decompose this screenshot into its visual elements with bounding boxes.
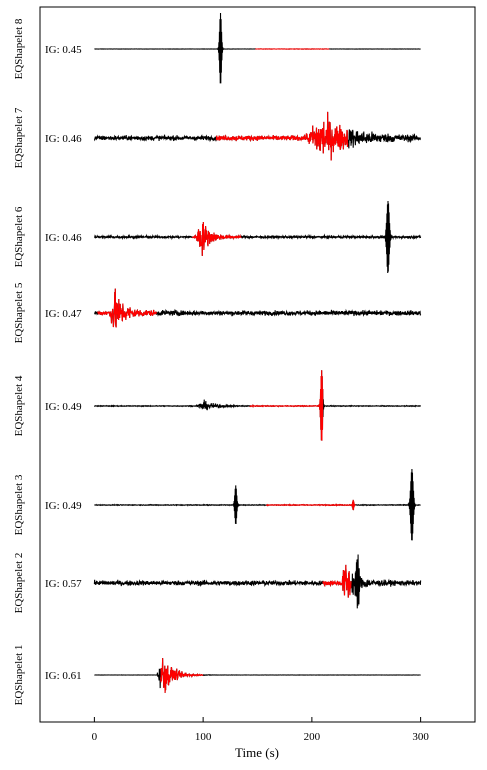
x-tick-label: 0 <box>92 731 98 743</box>
traces-layer: IG: 0.45 EQShapelet 8 IG: 0.46 EQShapelet 7… <box>13 12 422 706</box>
trace-group: IG: 0.46 EQShapelet 7 <box>13 107 421 168</box>
x-tick-label: 300 <box>412 731 429 743</box>
ig-label: IG: 0.46 <box>45 133 82 145</box>
shapelet-segment <box>322 564 352 598</box>
trace-line <box>93 554 422 609</box>
trace-line <box>94 288 422 328</box>
series-name-label: EQShapelet 1 <box>13 645 25 706</box>
trace-group: IG: 0.45 EQShapelet 8 <box>13 12 421 84</box>
trace-group: IG: 0.49 EQShapelet 3 <box>13 468 421 541</box>
trace-group: IG: 0.61 EQShapelet 1 <box>13 645 421 706</box>
shapelet-segment <box>191 221 242 256</box>
shapelet-segment <box>249 370 324 441</box>
ig-label: IG: 0.47 <box>45 308 82 320</box>
shapelet-segment <box>160 658 204 693</box>
trace-group: IG: 0.46 EQShapelet 6 <box>13 201 422 273</box>
x-axis-ticks: 0 100 200 300 <box>92 717 429 743</box>
series-name-label: EQShapelet 4 <box>13 375 25 436</box>
ig-label: IG: 0.46 <box>45 232 82 244</box>
shapelet-segment <box>215 111 349 161</box>
shapelet-segment <box>97 288 157 328</box>
series-name-label: EQShapelet 8 <box>13 18 25 79</box>
trace-line <box>94 201 422 273</box>
ig-label: IG: 0.61 <box>45 670 82 682</box>
x-tick-label: 100 <box>195 731 212 743</box>
trace-line <box>94 468 421 541</box>
ig-label: IG: 0.45 <box>45 44 82 56</box>
trace-line <box>94 658 421 693</box>
x-tick-label: 200 <box>304 731 321 743</box>
trace-group: IG: 0.57 EQShapelet 2 <box>13 553 422 614</box>
series-name-label: EQShapelet 3 <box>13 474 25 535</box>
trace-group: IG: 0.49 EQShapelet 4 <box>13 370 421 441</box>
ig-label: IG: 0.57 <box>45 578 82 590</box>
ig-label: IG: 0.49 <box>45 401 82 413</box>
series-name-label: EQShapelet 6 <box>13 206 25 267</box>
trace-group: IG: 0.47 EQShapelet 5 <box>13 282 422 343</box>
series-name-label: EQShapelet 5 <box>13 282 25 343</box>
series-name-label: EQShapelet 7 <box>13 107 25 168</box>
shapelet-segment <box>265 499 356 511</box>
x-axis-title: Time (s) <box>235 745 279 760</box>
ig-label: IG: 0.49 <box>45 500 82 512</box>
trace-line <box>94 12 421 84</box>
series-name-label: EQShapelet 2 <box>13 553 25 614</box>
plot-frame <box>39 6 476 723</box>
